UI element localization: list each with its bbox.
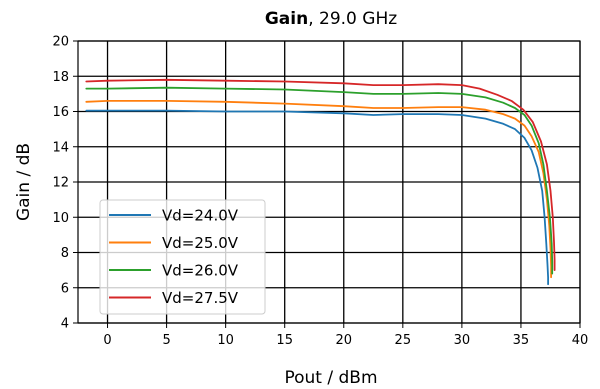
series-line-vd-26-0v	[85, 86, 554, 275]
series-line-vd-27-5v	[85, 78, 556, 272]
x-tick-label: 20	[335, 333, 352, 348]
x-tick-label: 40	[572, 333, 589, 348]
x-tick-label: 10	[217, 333, 234, 348]
legend-box	[99, 199, 266, 315]
x-tick-label: 0	[103, 333, 111, 348]
y-axis-label: Gain / dB	[14, 143, 34, 221]
x-tick-label: 5	[162, 333, 170, 348]
x-tick-label: 35	[513, 333, 530, 348]
series-lines	[85, 78, 556, 286]
x-tick-label: 25	[395, 333, 412, 348]
x-tick-label: 30	[454, 333, 471, 348]
legend-label: Vd=24.0V	[162, 207, 239, 225]
series-line-vd-24-0v	[85, 109, 549, 286]
y-tick-label: 18	[52, 70, 69, 85]
ticks: 0 5 10 15 20 25 30 35 40 4 6 8 10 12 14 16 18 20	[52, 35, 588, 349]
y-tick-label: 6	[61, 281, 69, 296]
y-tick-label: 4	[61, 317, 69, 332]
y-tick-label: 16	[52, 105, 69, 120]
legend-label: Vd=27.5V	[162, 289, 239, 307]
x-axis-label: Pout / dBm	[284, 368, 377, 388]
chart-title-rest: , 29.0 GHz	[308, 9, 397, 29]
chart-title-bold: Gain	[265, 9, 308, 29]
legend-label: Vd=25.0V	[162, 234, 239, 252]
legend-label: Vd=26.0V	[162, 262, 239, 280]
y-tick-label: 20	[52, 35, 69, 50]
y-tick-label: 8	[61, 246, 69, 261]
chart-title: Gain, 29.0 GHz	[265, 9, 397, 29]
legend: Vd=24.0V Vd=25.0V Vd=26.0V Vd=27.5V	[99, 199, 266, 315]
series-line-vd-25-0v	[85, 100, 552, 279]
x-tick-label: 15	[276, 333, 293, 348]
y-tick-label: 14	[52, 140, 69, 155]
y-tick-label: 12	[52, 176, 69, 191]
y-tick-label: 10	[52, 211, 69, 226]
